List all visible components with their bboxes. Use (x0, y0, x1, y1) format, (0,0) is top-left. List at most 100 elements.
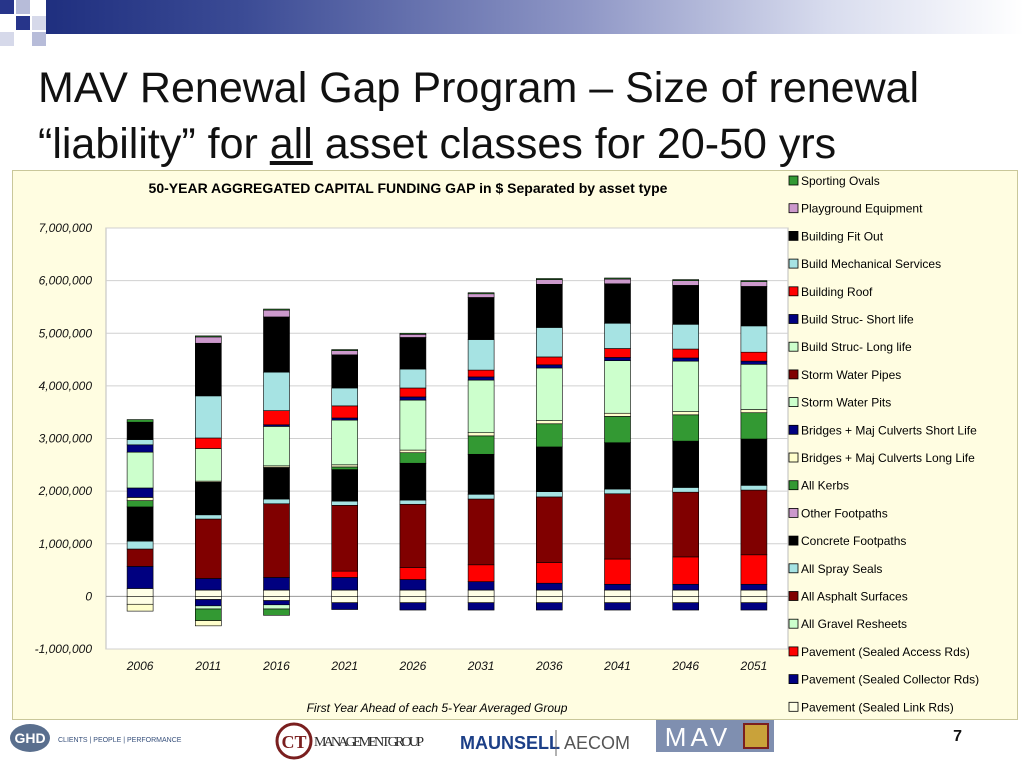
mav-text: MAV (665, 722, 731, 752)
ghd-logo: GHD CLIENTS | PEOPLE | PERFORMANCE (10, 724, 182, 752)
bar-segment (604, 278, 631, 285)
bar-segment (399, 449, 427, 454)
legend-swatch (788, 203, 799, 214)
x-tick-label: 2011 (194, 659, 221, 673)
bar-segment (399, 387, 427, 398)
legend-swatch (788, 424, 799, 435)
bar-segment (672, 491, 700, 558)
bar-segment (331, 417, 359, 421)
legend-label: Pavement (Sealed Access Rds) (801, 645, 970, 659)
bar-segment (467, 589, 495, 597)
legend-swatch (788, 480, 799, 491)
legend-swatch (788, 535, 799, 546)
bar-segment (126, 444, 154, 453)
title-text-1: MAV Renewal Gap Program – Size of renewa… (38, 64, 920, 168)
bar-segment (331, 464, 359, 468)
bar-segment (331, 589, 359, 597)
bar-segment (263, 308, 290, 311)
legend-label: Sporting Ovals (801, 174, 880, 188)
bar-segment (604, 558, 631, 585)
bar-segment (467, 493, 495, 500)
bar-segment (126, 421, 154, 440)
x-tick-label: 2006 (126, 659, 154, 673)
bar-segment (740, 409, 768, 414)
mav-logo: MAV (656, 720, 774, 752)
bar-segment (535, 284, 563, 328)
bar-segment (535, 496, 563, 563)
bar-segment (467, 435, 495, 455)
chart-titles: 50-YEAR AGGREGATED CAPITAL FUNDING GAP i… (149, 180, 668, 715)
bar-segment (535, 356, 563, 366)
legend-label: Build Struc- Long life (801, 340, 912, 354)
bar-segment (672, 324, 700, 350)
bar-segment (399, 596, 427, 603)
legend-label: Building Fit Out (801, 229, 884, 243)
bar-segment (126, 439, 154, 446)
bar-segment (331, 349, 359, 351)
legend-label: Storm Water Pits (801, 396, 891, 410)
title-text-2: asset classes for 20-50 yrs (312, 120, 837, 168)
bar-segment (467, 369, 495, 378)
legend-label: Pavement (Sealed Link Rds) (801, 700, 954, 714)
bar-segment (399, 503, 427, 568)
bar-segment (195, 608, 222, 621)
bar-segment (740, 489, 768, 556)
bar-segment (331, 466, 359, 470)
legend-swatch (788, 591, 799, 601)
bar-segment (195, 596, 222, 600)
bar-segment (126, 487, 154, 498)
bar-segment (604, 348, 631, 358)
bar-segment (331, 570, 359, 578)
legend-label: Pavement (Sealed Collector Rds) (801, 673, 979, 687)
x-tick-label: 2016 (262, 659, 290, 673)
bar-segment (467, 339, 495, 371)
bar-segment (331, 602, 359, 610)
bar-segment (467, 602, 495, 611)
bar-segment (399, 589, 427, 597)
legend-swatch (788, 369, 799, 380)
bar-segment (740, 438, 768, 486)
bar-segment (740, 360, 768, 365)
y-tick-label: 4,000,000 (39, 379, 93, 393)
bar-segment (331, 350, 359, 356)
bar-segment (535, 364, 563, 369)
legend-swatch (788, 231, 799, 241)
bar-segment (740, 589, 768, 597)
bar-segment (263, 410, 290, 426)
bar-segment (126, 588, 154, 597)
bar-segment (331, 354, 359, 389)
bar-segment (467, 292, 495, 295)
ghd-mark: GHD (14, 730, 45, 746)
bar-segment (535, 420, 563, 425)
bar-segment (535, 279, 563, 285)
bar-segment (672, 440, 700, 488)
bar-segment (740, 280, 768, 282)
corner-squares-decoration (0, 0, 46, 46)
legend-swatch (788, 701, 799, 712)
bar-segment (604, 589, 631, 597)
bar-segment (126, 506, 154, 542)
bar-segment (467, 379, 495, 434)
bar-segment (331, 419, 359, 466)
bar-segment (399, 462, 427, 501)
ct-management-logo: CT MANAGEMENT GROUP (275, 722, 424, 760)
legend-label: Concrete Footpaths (801, 534, 906, 548)
x-tick-label: 2046 (671, 659, 699, 673)
bar-segment (672, 360, 700, 412)
bar-segment (263, 316, 290, 373)
bar-segment (195, 589, 222, 597)
bar-segment (604, 322, 631, 349)
ct-text: MANAGEMENT GROUP (314, 735, 424, 750)
bar-segment (740, 286, 768, 327)
deco-square (32, 16, 46, 30)
bar-segment (604, 360, 631, 414)
bar-segment (535, 367, 563, 421)
bar-segment (126, 451, 154, 489)
header-gradient-band (46, 0, 1024, 34)
bar-segment (535, 491, 563, 498)
deco-square (16, 0, 30, 14)
legend: Sporting Ovals Playground Equipment Buildi… (788, 174, 979, 714)
bar-segment (399, 399, 427, 451)
bar-segment (740, 281, 768, 287)
bar-segment (263, 604, 290, 610)
